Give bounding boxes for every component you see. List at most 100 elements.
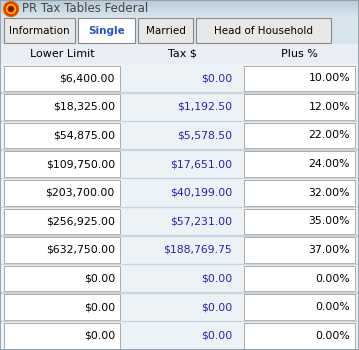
Text: Tax $: Tax $	[168, 49, 196, 59]
Bar	[0, 235, 359, 236]
Bar	[4, 151, 120, 177]
Bar	[0, 64, 359, 93]
Bar	[4, 209, 120, 234]
Bar	[4, 65, 120, 91]
Bar	[4, 94, 120, 120]
Text: Married: Married	[145, 26, 186, 36]
Bar	[0, 0, 359, 1]
Text: $0.00: $0.00	[84, 273, 115, 284]
Text: $0.00: $0.00	[201, 302, 232, 312]
Bar	[0, 13, 359, 14]
Bar	[0, 236, 359, 264]
Text: $632,750.00: $632,750.00	[46, 245, 115, 255]
Text: $0.00: $0.00	[201, 73, 232, 83]
Bar	[0, 121, 359, 150]
Bar	[4, 323, 120, 349]
Bar	[4, 237, 120, 263]
Text: $57,231.00: $57,231.00	[170, 216, 232, 226]
Bar	[244, 180, 355, 205]
Text: $1,192.50: $1,192.50	[177, 102, 232, 112]
Bar	[0, 16, 359, 18]
Text: $256,925.00: $256,925.00	[46, 216, 115, 226]
Bar	[4, 266, 120, 291]
Text: 10.00%: 10.00%	[308, 73, 350, 83]
Text: Single: Single	[88, 26, 125, 36]
Bar	[244, 323, 355, 349]
Bar	[0, 12, 359, 14]
Bar	[0, 264, 359, 293]
Text: $18,325.00: $18,325.00	[53, 102, 115, 112]
Text: $54,875.00: $54,875.00	[53, 131, 115, 140]
Bar	[0, 178, 359, 207]
Bar	[0, 0, 359, 2]
Bar	[0, 10, 359, 12]
Bar	[244, 266, 355, 291]
Bar	[0, 92, 359, 93]
Bar	[0, 293, 359, 321]
Bar	[0, 93, 359, 121]
Bar	[0, 321, 359, 350]
Circle shape	[9, 7, 13, 10]
Bar	[0, 14, 359, 15]
Bar	[244, 151, 355, 177]
Text: 22.00%: 22.00%	[308, 131, 350, 140]
Bar	[244, 94, 355, 120]
Text: 24.00%: 24.00%	[308, 159, 350, 169]
Text: Information: Information	[9, 26, 70, 36]
Bar	[0, 7, 359, 8]
Text: 35.00%: 35.00%	[308, 216, 350, 226]
Bar	[0, 206, 359, 207]
Bar	[138, 18, 193, 43]
Bar	[196, 18, 331, 43]
Bar	[0, 5, 359, 6]
Text: 32.00%: 32.00%	[308, 188, 350, 198]
Text: 37.00%: 37.00%	[308, 245, 350, 255]
Bar	[0, 149, 359, 150]
Bar	[4, 180, 120, 205]
Text: $0.00: $0.00	[84, 302, 115, 312]
Bar	[244, 294, 355, 320]
Bar	[0, 11, 359, 13]
Text: 12.00%: 12.00%	[308, 102, 350, 112]
Bar	[244, 209, 355, 234]
Bar	[0, 207, 359, 236]
Text: 0.00%: 0.00%	[315, 331, 350, 341]
Text: Plus %: Plus %	[281, 49, 318, 59]
Text: $203,700.00: $203,700.00	[46, 188, 115, 198]
Text: $40,199.00: $40,199.00	[170, 188, 232, 198]
Bar	[0, 8, 359, 9]
Text: $188,769.75: $188,769.75	[163, 245, 232, 255]
Bar	[0, 18, 359, 44]
Bar	[0, 44, 359, 64]
Bar	[0, 150, 359, 178]
Circle shape	[5, 3, 17, 15]
Bar	[244, 65, 355, 91]
Bar	[0, 6, 359, 7]
Text: 0.00%: 0.00%	[315, 302, 350, 312]
Bar	[0, 8, 359, 10]
Text: $0.00: $0.00	[84, 331, 115, 341]
Text: $5,578.50: $5,578.50	[177, 131, 232, 140]
Text: Head of Household: Head of Household	[214, 26, 313, 36]
Bar	[0, 16, 359, 17]
Text: $0.00: $0.00	[201, 331, 232, 341]
Bar	[4, 123, 120, 148]
Bar	[0, 2, 359, 4]
Bar	[4, 294, 120, 320]
Bar	[0, 9, 359, 11]
Bar	[4, 18, 75, 43]
Text: Lower Limit: Lower Limit	[30, 49, 94, 59]
Text: $0.00: $0.00	[201, 273, 232, 284]
Bar	[0, 1, 359, 3]
Text: $109,750.00: $109,750.00	[46, 159, 115, 169]
Circle shape	[8, 6, 14, 12]
Bar	[0, 15, 359, 16]
Bar	[244, 123, 355, 148]
Bar	[244, 237, 355, 263]
Text: PR Tax Tables Federal: PR Tax Tables Federal	[22, 2, 148, 15]
Text: 0.00%: 0.00%	[315, 273, 350, 284]
Circle shape	[6, 5, 15, 14]
Bar	[78, 18, 135, 43]
Bar	[0, 292, 359, 293]
Circle shape	[4, 1, 19, 16]
